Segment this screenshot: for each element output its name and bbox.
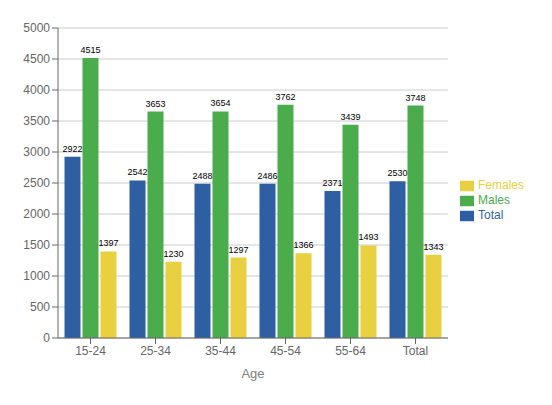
svg-text:1297: 1297 [228, 245, 248, 255]
svg-text:2530: 2530 [387, 168, 407, 178]
svg-text:25-34: 25-34 [140, 344, 171, 358]
svg-text:2488: 2488 [192, 171, 212, 181]
html-text:Females: Females [478, 178, 524, 193]
svg-text:1366: 1366 [293, 240, 313, 250]
svg-text:2000: 2000 [23, 207, 50, 221]
svg-text:45-54: 45-54 [270, 344, 301, 358]
svg-text:1230: 1230 [163, 249, 183, 259]
svg-text:3500: 3500 [23, 114, 50, 128]
svg-text:3439: 3439 [340, 112, 360, 122]
svg-text:2371: 2371 [322, 178, 342, 188]
svg-text:Age: Age [241, 366, 264, 381]
svg-text:1493: 1493 [358, 232, 378, 242]
svg-text:3748: 3748 [405, 93, 425, 103]
svg-text:1000: 1000 [23, 269, 50, 283]
svg-text:2486: 2486 [257, 171, 277, 181]
html-text:Total: Total [478, 207, 504, 222]
svg-text:4000: 4000 [23, 83, 50, 97]
svg-text:0: 0 [43, 331, 50, 345]
html-text:Males: Males [478, 193, 510, 208]
svg-text:5000: 5000 [23, 21, 50, 35]
svg-text:2922: 2922 [62, 144, 82, 154]
svg-text:4500: 4500 [23, 52, 50, 66]
svg-text:55-64: 55-64 [335, 344, 366, 358]
svg-text:1397: 1397 [98, 238, 118, 248]
svg-text:4515: 4515 [80, 45, 100, 55]
svg-text:1500: 1500 [23, 238, 50, 252]
svg-text:2542: 2542 [127, 167, 147, 177]
svg-text:15-24: 15-24 [75, 344, 106, 358]
svg-text:3654: 3654 [210, 98, 230, 108]
svg-text:35-44: 35-44 [205, 344, 236, 358]
svg-text:Total: Total [403, 344, 428, 358]
svg-text:3653: 3653 [145, 99, 165, 109]
svg-text:500: 500 [30, 300, 50, 314]
svg-text:1343: 1343 [423, 242, 443, 252]
svg-text:2500: 2500 [23, 176, 50, 190]
svg-text:3000: 3000 [23, 145, 50, 159]
svg-text:3762: 3762 [275, 92, 295, 102]
